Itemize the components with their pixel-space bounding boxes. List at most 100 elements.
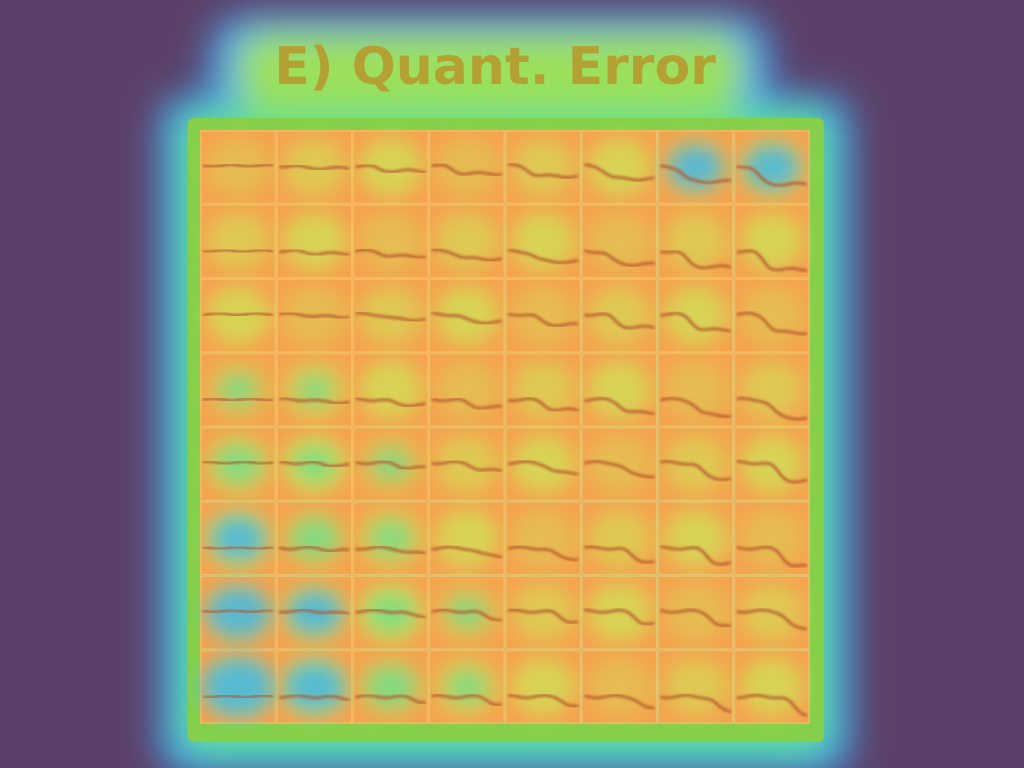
cell bbox=[353, 576, 429, 650]
cell-curve bbox=[431, 311, 503, 325]
cell-curve bbox=[507, 460, 579, 476]
cell-curve bbox=[660, 396, 731, 419]
panel-title: E) Quant. Error bbox=[274, 37, 716, 97]
cell-curve bbox=[202, 545, 274, 551]
cell bbox=[429, 204, 505, 278]
cell bbox=[734, 427, 810, 501]
cell-curve bbox=[431, 163, 503, 177]
cell-curve bbox=[278, 311, 350, 320]
cell bbox=[505, 427, 581, 501]
cell-curve bbox=[660, 608, 731, 628]
cell-curve bbox=[355, 163, 426, 174]
cell-curve bbox=[279, 693, 350, 702]
cell bbox=[276, 353, 352, 427]
cell bbox=[429, 501, 505, 575]
cell bbox=[353, 501, 429, 575]
spot bbox=[511, 211, 576, 272]
spot bbox=[511, 508, 576, 569]
cell bbox=[581, 650, 657, 724]
cell-curve bbox=[736, 608, 808, 631]
cell-curve bbox=[507, 163, 579, 179]
cell bbox=[505, 650, 581, 724]
spot bbox=[587, 360, 652, 420]
cell bbox=[200, 279, 276, 353]
cell-curve bbox=[355, 248, 426, 259]
cell bbox=[658, 576, 734, 650]
cell bbox=[505, 353, 581, 427]
cell-curve bbox=[202, 311, 274, 317]
spot bbox=[587, 582, 652, 643]
cell bbox=[353, 353, 429, 427]
cell bbox=[200, 650, 276, 724]
cell bbox=[505, 279, 581, 353]
spot bbox=[511, 582, 576, 643]
cell bbox=[200, 204, 276, 278]
cell-curve bbox=[583, 249, 655, 267]
cell-curve bbox=[355, 396, 426, 408]
cell-curve bbox=[202, 162, 274, 169]
cell-curve bbox=[202, 248, 274, 254]
spot bbox=[511, 657, 576, 717]
spot bbox=[739, 508, 804, 569]
spot bbox=[358, 360, 423, 420]
cell bbox=[581, 576, 657, 650]
cell-curve bbox=[431, 397, 503, 410]
cell bbox=[581, 130, 657, 204]
cool-spot bbox=[297, 375, 332, 404]
cell bbox=[658, 204, 734, 278]
cell-curve bbox=[279, 396, 350, 405]
spot bbox=[587, 285, 652, 346]
cell-curve bbox=[736, 693, 808, 717]
cell-curve bbox=[279, 608, 350, 616]
spot bbox=[282, 137, 347, 197]
spot bbox=[587, 657, 652, 717]
cell-curve bbox=[507, 608, 579, 624]
cell bbox=[734, 204, 810, 278]
cell bbox=[734, 501, 810, 575]
cool-spot bbox=[210, 516, 266, 561]
cell bbox=[581, 427, 657, 501]
cell-curve bbox=[355, 311, 427, 323]
cell bbox=[505, 204, 581, 278]
cell bbox=[581, 204, 657, 278]
spot bbox=[587, 508, 652, 569]
cell bbox=[429, 279, 505, 353]
cool-spot bbox=[293, 447, 335, 481]
spot bbox=[358, 285, 423, 346]
cell-curve bbox=[660, 460, 732, 482]
cell bbox=[200, 427, 276, 501]
cell bbox=[276, 130, 352, 204]
cell bbox=[658, 353, 734, 427]
cell-grid bbox=[200, 130, 810, 724]
cell-curve bbox=[584, 396, 655, 416]
cell bbox=[429, 650, 505, 724]
spot bbox=[587, 211, 652, 272]
spot bbox=[434, 137, 499, 197]
spot bbox=[739, 360, 804, 420]
cell bbox=[200, 353, 276, 427]
cell bbox=[276, 501, 352, 575]
cell-curve bbox=[584, 693, 655, 710]
cell bbox=[658, 279, 734, 353]
spot bbox=[434, 360, 499, 420]
spot bbox=[663, 285, 728, 346]
cell-curve bbox=[660, 693, 732, 714]
cell-curve bbox=[584, 312, 655, 330]
cell-curve bbox=[507, 693, 579, 708]
cell-curve bbox=[279, 248, 350, 257]
cell bbox=[429, 130, 505, 204]
cell-curve bbox=[202, 608, 274, 614]
cell bbox=[734, 650, 810, 724]
cell bbox=[353, 650, 429, 724]
spot bbox=[663, 360, 728, 420]
cell bbox=[734, 576, 810, 650]
spot bbox=[434, 508, 499, 569]
cell bbox=[581, 279, 657, 353]
cell bbox=[200, 576, 276, 650]
cell bbox=[276, 279, 352, 353]
spot bbox=[511, 285, 576, 346]
cell-curve bbox=[584, 545, 655, 564]
cool-spot bbox=[668, 144, 724, 190]
cell bbox=[353, 427, 429, 501]
